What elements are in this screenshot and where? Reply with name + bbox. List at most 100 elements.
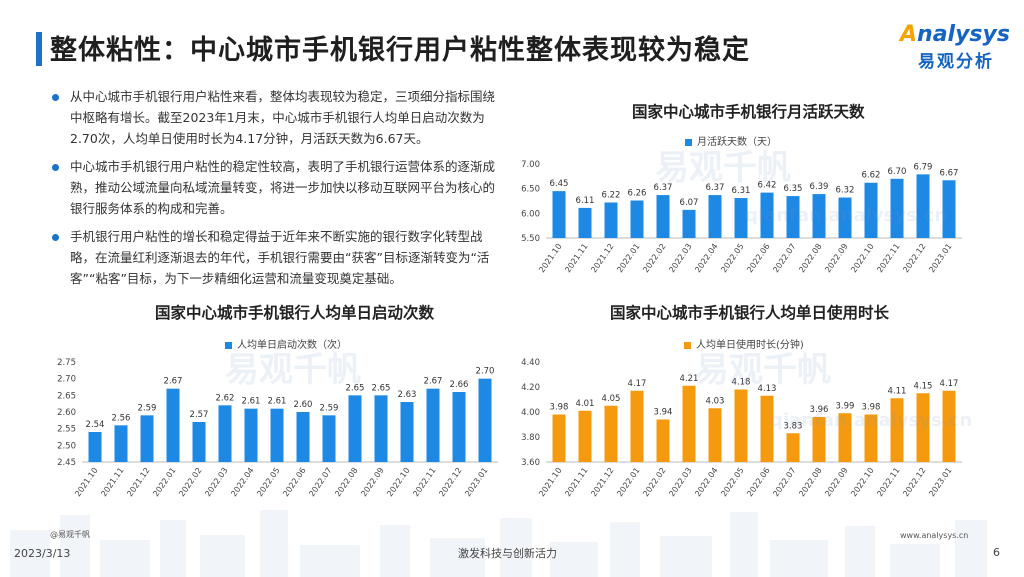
bar (942, 390, 956, 462)
data-label: 3.96 (810, 405, 829, 415)
x-tick-label: 2021.12 (125, 466, 151, 498)
data-label: 2.65 (346, 383, 365, 393)
bar (786, 196, 800, 238)
footer-source: @易观千帆 (50, 530, 90, 539)
bar (734, 198, 748, 238)
bar (708, 408, 722, 462)
x-tick-label: 2022.03 (667, 242, 693, 274)
x-tick-label: 2022.07 (307, 466, 333, 498)
data-label: 6.62 (862, 171, 881, 181)
data-label: 6.79 (914, 162, 933, 172)
x-tick-label: 2022.08 (797, 466, 823, 498)
legend-monthly-active-days: 月活跃天数（天） (685, 133, 777, 148)
bar (812, 194, 826, 238)
data-label: 6.32 (836, 186, 855, 196)
analysys-logo: Analysys 易观分析 (900, 22, 1010, 72)
bar (578, 207, 592, 238)
y-tick-label: 2.55 (57, 425, 76, 435)
data-label: 2.61 (242, 397, 261, 407)
data-label: 4.05 (602, 394, 621, 404)
data-label: 6.37 (706, 183, 725, 193)
chart-title-monthly-active-days: 国家中心城市手机银行月活跃天数 (632, 103, 865, 121)
data-label: 2.67 (164, 377, 183, 387)
data-label: 6.70 (888, 167, 907, 177)
x-tick-label: 2022.10 (385, 466, 411, 498)
x-tick-label: 2021.11 (563, 242, 589, 274)
x-tick-label: 2022.02 (641, 466, 667, 498)
x-tick-label: 2022.02 (177, 466, 203, 498)
bar (88, 432, 102, 462)
x-tick-label: 2021.10 (73, 466, 99, 498)
bar (760, 192, 774, 238)
y-tick-label: 2.45 (57, 458, 76, 468)
bar (478, 378, 492, 462)
data-label: 2.66 (450, 380, 469, 390)
bar (916, 393, 930, 462)
x-tick-label: 2022.04 (693, 242, 719, 274)
data-label: 3.99 (836, 401, 855, 411)
x-tick-label: 2022.11 (875, 242, 901, 274)
x-tick-label: 2022.03 (203, 466, 229, 498)
x-tick-label: 2022.05 (719, 466, 745, 498)
data-label: 2.61 (268, 397, 287, 407)
data-label: 6.42 (758, 181, 777, 191)
data-label: 2.54 (86, 420, 105, 430)
footer-date: 2023/3/13 (14, 547, 71, 560)
x-tick-label: 2021.11 (563, 466, 589, 498)
data-label: 4.13 (758, 384, 777, 394)
x-tick-label: 2021.12 (589, 242, 615, 274)
y-tick-label: 4.20 (521, 383, 540, 393)
bar (604, 202, 618, 238)
bar (838, 413, 852, 462)
x-tick-label: 2022.10 (849, 466, 875, 498)
data-label: 2.59 (320, 403, 339, 413)
x-tick-label: 2022.06 (745, 466, 771, 498)
chart-title-daily-usage-time: 国家中心城市手机银行人均单日使用时长 (610, 304, 890, 322)
bar (864, 414, 878, 462)
bar (452, 392, 466, 462)
data-label: 3.98 (862, 403, 881, 413)
data-label: 4.17 (940, 379, 959, 389)
bar (890, 398, 904, 462)
y-tick-label: 2.70 (57, 375, 76, 385)
bar (296, 412, 310, 462)
x-tick-label: 2022.04 (229, 466, 255, 498)
data-label: 6.39 (810, 182, 829, 192)
data-label: 6.37 (654, 183, 673, 193)
data-label: 3.98 (550, 403, 569, 413)
x-tick-label: 2022.05 (255, 466, 281, 498)
bar (244, 408, 258, 462)
x-tick-label: 2022.11 (411, 466, 437, 498)
bar (656, 419, 670, 462)
bar (630, 200, 644, 238)
bullet-item: 从中心城市手机银行用户粘性来看，整体均表现较为稳定，三项细分指标围绕中枢略有增长… (52, 86, 504, 149)
bullet-list: 从中心城市手机银行用户粘性来看，整体均表现较为稳定，三项细分指标围绕中枢略有增长… (52, 86, 504, 296)
bar (630, 390, 644, 462)
bar (864, 182, 878, 238)
y-tick-label: 4.40 (521, 358, 540, 368)
bar (270, 408, 284, 462)
y-tick-label: 7.00 (521, 160, 540, 170)
x-tick-label: 2023.01 (927, 466, 953, 498)
bar (942, 180, 956, 238)
y-tick-label: 3.60 (521, 458, 540, 468)
bar (166, 388, 180, 462)
data-label: 2.63 (398, 390, 417, 400)
y-tick-label: 2.60 (57, 408, 76, 418)
bar (374, 395, 388, 462)
data-label: 3.83 (784, 421, 803, 431)
data-label: 6.45 (550, 179, 569, 189)
bar (916, 174, 930, 238)
bar (578, 410, 592, 462)
bar (552, 191, 566, 238)
bar (812, 417, 826, 462)
data-label: 2.60 (294, 400, 313, 410)
data-label: 6.31 (732, 186, 751, 196)
x-tick-label: 2022.06 (745, 242, 771, 274)
x-tick-label: 2022.08 (797, 242, 823, 274)
bar (760, 395, 774, 462)
x-tick-label: 2022.04 (693, 466, 719, 498)
bar (192, 422, 206, 462)
x-tick-label: 2021.10 (537, 242, 563, 274)
chart-monthly-active-days: 5.50 6.00 6.50 7.00 6.45 2021.10 6.11 2021.11 6.… (521, 160, 962, 274)
